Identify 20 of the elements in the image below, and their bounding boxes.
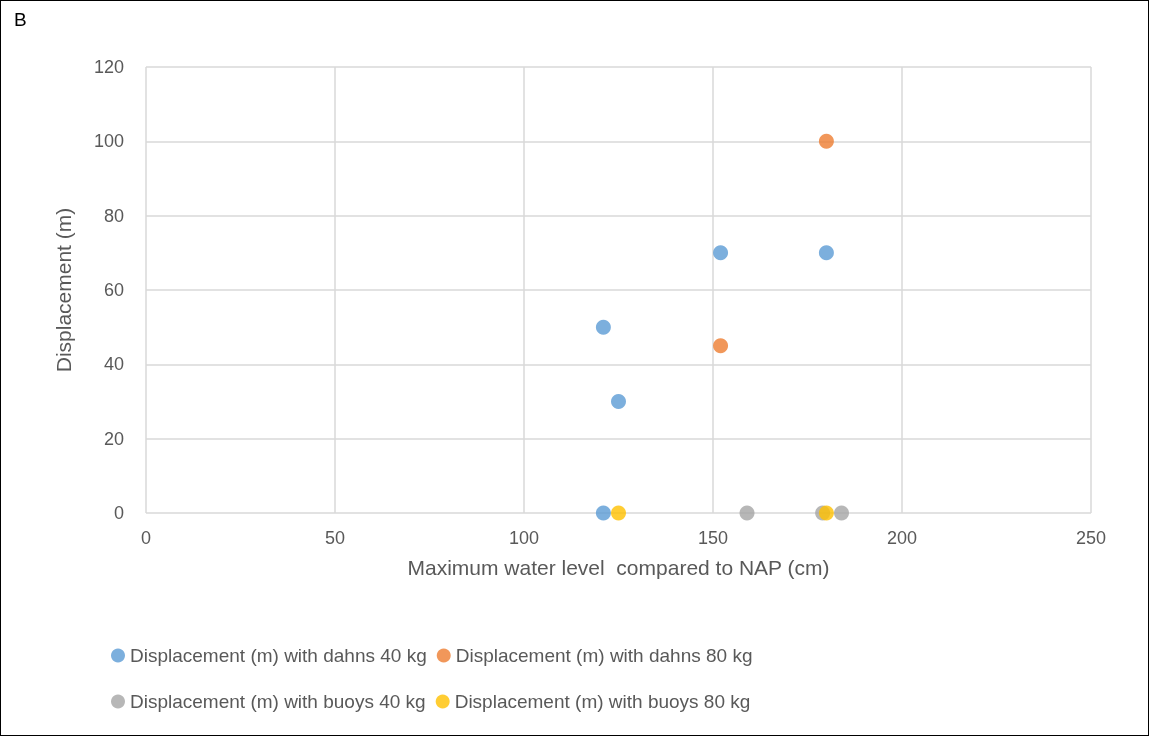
legend-label: Displacement (m) with buoys 80 kg [454,691,751,712]
y-tick-label: 20 [103,428,124,449]
x-tick-label: 50 [324,528,346,548]
y-tick-label: 60 [103,280,124,300]
x-axis-title: Maximum water level compared to NAP (cm) [407,556,830,579]
x-tick-label: 100 [508,528,540,548]
y-tick-label: 100 [93,131,124,152]
x-tick-label: 250 [1075,528,1107,548]
y-tick-label: 0 [113,503,124,523]
y-tick-label: 40 [103,354,124,375]
legend-label: Displacement (m) with dahns 80 kg [455,645,753,666]
x-tick-label: 0 [140,528,152,548]
x-tick-label: 200 [886,528,918,548]
y-tick-label: 80 [103,205,124,226]
y-axis-title: Displacement (m) [52,207,75,373]
y-tick-label: 120 [93,57,124,77]
legend-label: Displacement (m) with buoys 40 kg [130,691,426,712]
legend-label: Displacement (m) with dahns 40 kg [130,645,427,666]
x-tick-label: 150 [697,528,729,548]
chart-title: B [14,9,27,30]
